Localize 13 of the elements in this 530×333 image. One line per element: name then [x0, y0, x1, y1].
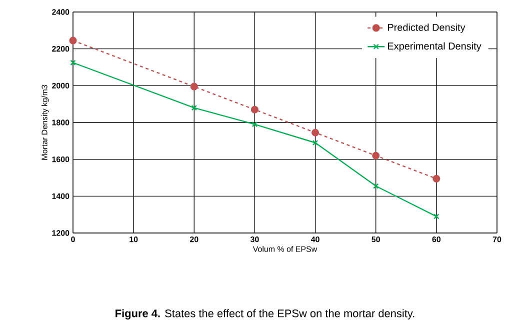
- point: [312, 140, 318, 146]
- point: [190, 82, 198, 90]
- legend-label: Experimental Density: [388, 42, 482, 52]
- point: [311, 128, 320, 136]
- point: [252, 121, 258, 128]
- legend-label: Predicted Density: [388, 24, 466, 33]
- text: Figure 4. States the effect of the EPSw on the mortar density.: [116, 309, 414, 320]
- point: [69, 36, 77, 44]
- point: [432, 174, 440, 182]
- point: [373, 183, 379, 189]
- point: [191, 104, 197, 111]
- point: [372, 152, 380, 160]
- point: [250, 106, 258, 114]
